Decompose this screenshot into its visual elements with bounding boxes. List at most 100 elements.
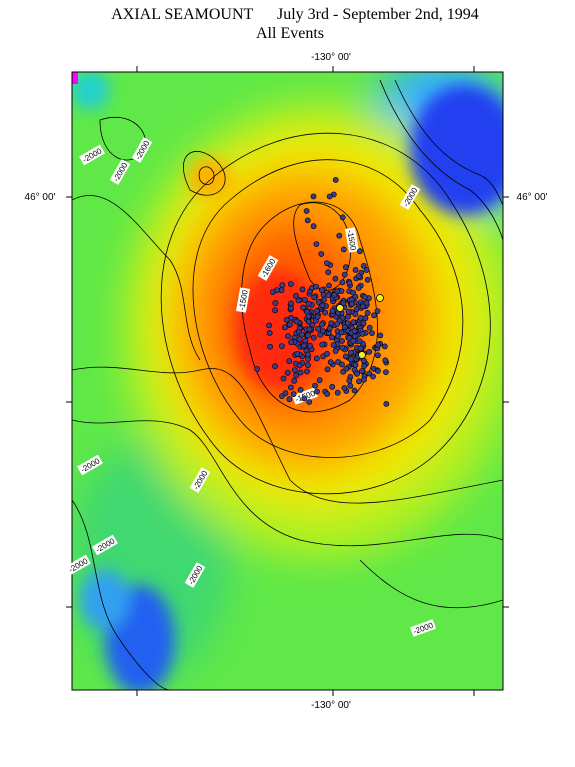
longitude-label: -130° 00' xyxy=(311,52,351,63)
event-dot xyxy=(305,332,311,339)
event-dot xyxy=(355,284,362,291)
event-dot xyxy=(279,282,286,289)
event-dot xyxy=(287,384,294,391)
event-dot xyxy=(369,330,375,336)
event-dot xyxy=(328,320,335,326)
event-dot xyxy=(326,282,332,289)
contour-label-bg xyxy=(235,287,251,313)
event-dot xyxy=(300,304,306,311)
event-dot xyxy=(341,385,348,391)
map-subtitle: All Events xyxy=(256,25,324,42)
event-dot xyxy=(335,333,341,339)
contour-label-bg xyxy=(65,554,91,576)
event-dot xyxy=(339,344,346,351)
event-dot xyxy=(342,353,349,360)
event-dot xyxy=(343,365,350,372)
event-dot xyxy=(324,350,330,357)
event-dot xyxy=(327,359,334,366)
event-dot xyxy=(274,287,280,293)
event-dot xyxy=(266,322,272,329)
event-dot xyxy=(272,300,279,306)
event-dot xyxy=(348,356,354,363)
event-dot xyxy=(374,308,381,314)
event-dot xyxy=(297,386,304,393)
event-dot xyxy=(315,325,321,332)
event-dot xyxy=(360,262,367,269)
event-dot xyxy=(280,375,287,382)
latitude-label: 46° 00' xyxy=(25,192,56,203)
event-dot xyxy=(338,361,345,368)
contour-label-bg xyxy=(184,562,206,588)
contour-label-bg xyxy=(344,227,360,253)
event-dot xyxy=(304,351,311,358)
event-dot xyxy=(366,348,373,355)
event-dot xyxy=(272,307,278,314)
event-dot xyxy=(375,341,382,348)
event-dot xyxy=(339,279,346,286)
event-dot xyxy=(310,334,317,341)
event-dot xyxy=(355,273,362,280)
event-dot xyxy=(306,399,313,405)
event-dot xyxy=(296,336,303,342)
event-dot xyxy=(370,373,376,380)
event-dot xyxy=(361,294,368,300)
event-dot xyxy=(325,269,332,276)
event-dot xyxy=(334,321,340,327)
event-dot xyxy=(325,292,332,298)
event-dot xyxy=(382,357,389,364)
latitude-label: 46° 00' xyxy=(517,192,548,203)
event-dot xyxy=(349,300,355,307)
contour-label-text: -1500 xyxy=(237,289,250,311)
event-dot xyxy=(310,223,317,230)
event-dot xyxy=(332,176,339,183)
event-marker xyxy=(358,351,366,359)
event-dot xyxy=(332,275,339,282)
event-dot xyxy=(356,338,363,344)
contour-lines xyxy=(72,79,503,690)
event-dot xyxy=(340,246,347,253)
event-dot xyxy=(324,391,331,397)
event-dot xyxy=(359,330,366,337)
event-dot xyxy=(304,368,310,375)
event-dot xyxy=(310,193,317,200)
event-dot xyxy=(286,358,293,365)
event-dot xyxy=(285,333,291,340)
event-dot xyxy=(293,292,299,299)
event-dot xyxy=(361,363,367,369)
event-dot xyxy=(317,331,324,338)
event-dot xyxy=(350,289,356,296)
event-dot xyxy=(291,367,298,373)
event-dot xyxy=(363,299,370,306)
event-dot xyxy=(304,217,311,224)
event-dot xyxy=(318,321,325,328)
event-dot xyxy=(313,355,320,362)
event-dot xyxy=(301,342,307,349)
event-dot xyxy=(293,318,300,325)
event-dot xyxy=(311,294,318,301)
event-dot xyxy=(356,248,363,255)
event-dot xyxy=(383,400,390,407)
event-dot xyxy=(314,313,321,320)
event-dot xyxy=(290,391,297,397)
event-dot xyxy=(346,280,353,286)
event-dot xyxy=(358,368,365,374)
contour-label-bg xyxy=(257,255,279,281)
event-dot xyxy=(272,363,278,370)
contour-label-bg xyxy=(410,619,436,637)
event-dot xyxy=(286,396,293,403)
event-dot xyxy=(295,297,302,304)
event-dot xyxy=(319,302,326,309)
event-dot xyxy=(305,318,312,325)
event-dot xyxy=(351,328,358,334)
event-dot xyxy=(283,316,290,323)
event-dot xyxy=(313,283,319,290)
event-dot xyxy=(328,334,335,341)
event-dot xyxy=(318,251,325,257)
event-dot xyxy=(293,372,300,379)
event-dot xyxy=(353,306,360,313)
contour-label: -1500 xyxy=(235,287,251,313)
event-dot xyxy=(345,313,351,320)
event-dot xyxy=(326,193,333,200)
event-dot xyxy=(318,287,325,293)
event-dot xyxy=(331,292,338,298)
